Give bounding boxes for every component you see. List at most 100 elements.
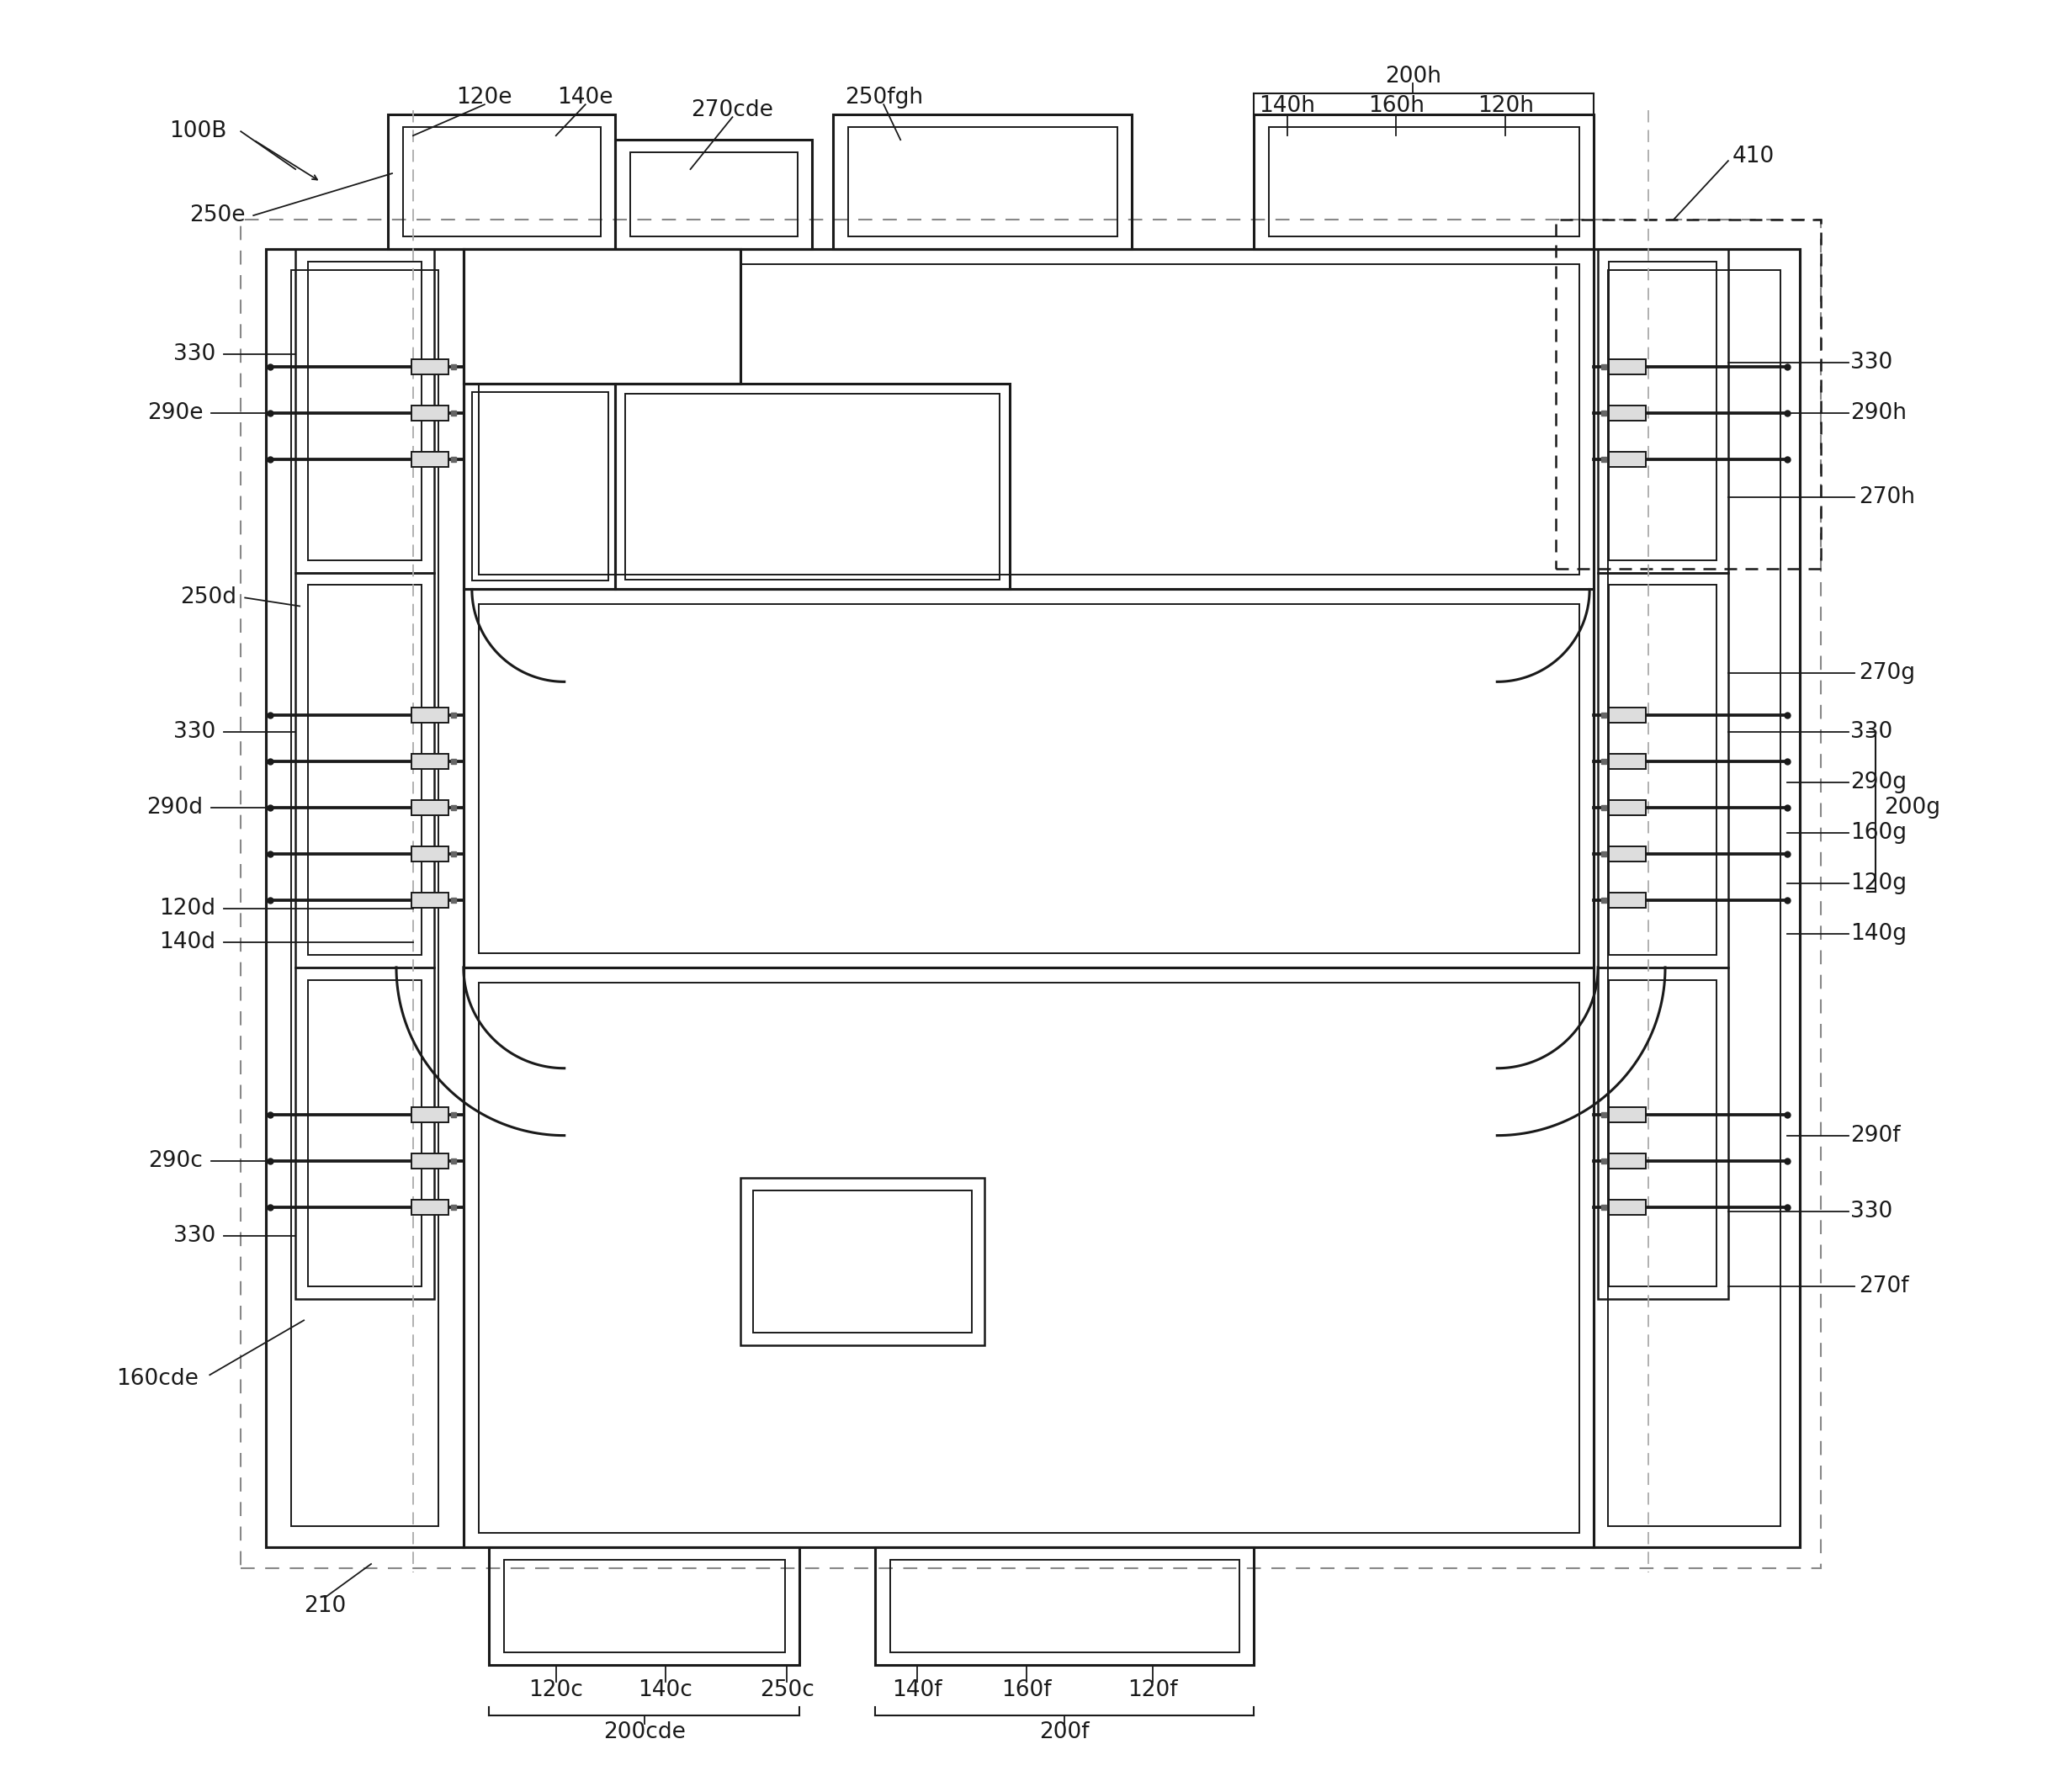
Text: 120g: 120g bbox=[1849, 873, 1907, 894]
Bar bbox=[411, 801, 448, 815]
Text: 290f: 290f bbox=[1849, 1125, 1901, 1147]
Bar bbox=[1598, 249, 1728, 572]
Bar bbox=[630, 152, 799, 237]
Bar bbox=[1608, 708, 1645, 722]
Text: 160f: 160f bbox=[1001, 1679, 1053, 1701]
Bar bbox=[1608, 980, 1717, 1287]
Bar bbox=[1608, 1199, 1645, 1215]
Text: 330: 330 bbox=[173, 720, 215, 744]
Text: 140h: 140h bbox=[1259, 95, 1315, 116]
Bar bbox=[464, 249, 741, 383]
Bar bbox=[411, 1199, 448, 1215]
Text: 290d: 290d bbox=[147, 797, 202, 819]
Bar bbox=[308, 586, 421, 955]
Bar bbox=[848, 127, 1117, 237]
Text: 330: 330 bbox=[1849, 720, 1893, 744]
Bar bbox=[464, 590, 1593, 968]
Bar bbox=[479, 982, 1579, 1532]
Bar bbox=[1269, 127, 1579, 237]
Bar bbox=[504, 1559, 786, 1652]
Text: 330: 330 bbox=[1849, 351, 1893, 373]
Text: 200g: 200g bbox=[1884, 797, 1940, 819]
Text: 330: 330 bbox=[1849, 1201, 1893, 1222]
Text: 100B: 100B bbox=[169, 120, 227, 142]
Text: 120e: 120e bbox=[456, 86, 512, 109]
Bar bbox=[295, 572, 433, 968]
Text: 290h: 290h bbox=[1849, 401, 1907, 425]
Bar bbox=[402, 127, 601, 237]
Text: 120c: 120c bbox=[528, 1679, 584, 1701]
Text: 160g: 160g bbox=[1849, 823, 1907, 844]
Text: 210: 210 bbox=[303, 1595, 347, 1616]
Bar bbox=[1608, 586, 1717, 955]
Bar bbox=[1608, 271, 1781, 1527]
Bar bbox=[479, 263, 1579, 575]
Bar bbox=[411, 1152, 448, 1168]
Text: 250d: 250d bbox=[180, 586, 237, 609]
Bar bbox=[625, 394, 999, 581]
Text: 270f: 270f bbox=[1858, 1276, 1909, 1297]
Bar bbox=[875, 1546, 1253, 1665]
Bar bbox=[295, 968, 433, 1299]
Text: 160cde: 160cde bbox=[116, 1367, 198, 1391]
Bar bbox=[1608, 358, 1645, 375]
Bar bbox=[411, 892, 448, 909]
Bar bbox=[308, 980, 421, 1287]
Bar bbox=[464, 383, 615, 590]
Bar bbox=[1608, 801, 1645, 815]
Bar bbox=[464, 968, 1593, 1546]
Bar bbox=[308, 262, 421, 559]
Bar bbox=[1608, 846, 1645, 862]
Bar bbox=[615, 140, 813, 249]
Text: 270h: 270h bbox=[1858, 486, 1915, 507]
Bar bbox=[1608, 892, 1645, 909]
Bar bbox=[741, 1177, 985, 1346]
Text: 140c: 140c bbox=[638, 1679, 694, 1701]
Text: 410: 410 bbox=[1732, 145, 1775, 167]
Bar bbox=[411, 358, 448, 375]
Bar bbox=[615, 383, 1009, 590]
Bar bbox=[473, 392, 609, 581]
Bar bbox=[1608, 1152, 1645, 1168]
Bar bbox=[411, 846, 448, 862]
Text: 120h: 120h bbox=[1478, 95, 1534, 116]
Text: 140f: 140f bbox=[892, 1679, 943, 1701]
Bar bbox=[1608, 452, 1645, 466]
Text: 330: 330 bbox=[173, 1226, 215, 1247]
Text: 140e: 140e bbox=[557, 86, 613, 109]
Bar bbox=[753, 1190, 972, 1333]
Text: 250e: 250e bbox=[190, 204, 246, 226]
Text: 270g: 270g bbox=[1858, 663, 1915, 685]
Text: 250c: 250c bbox=[760, 1679, 815, 1701]
Bar bbox=[266, 249, 1800, 1546]
Bar bbox=[1608, 262, 1717, 559]
Text: 200f: 200f bbox=[1040, 1720, 1090, 1744]
Bar bbox=[479, 604, 1579, 953]
Bar bbox=[464, 249, 741, 383]
Text: 120d: 120d bbox=[159, 898, 215, 919]
Bar bbox=[411, 708, 448, 722]
Text: 140g: 140g bbox=[1849, 923, 1907, 944]
Bar bbox=[295, 249, 433, 572]
Bar bbox=[411, 754, 448, 769]
Bar bbox=[1556, 220, 1820, 568]
Text: 290e: 290e bbox=[147, 401, 202, 425]
Text: 200cde: 200cde bbox=[603, 1720, 685, 1744]
Bar bbox=[411, 1107, 448, 1122]
Bar bbox=[834, 115, 1131, 249]
Bar bbox=[890, 1559, 1238, 1652]
Bar bbox=[291, 271, 438, 1527]
Bar bbox=[241, 220, 1820, 1568]
Bar bbox=[464, 249, 1593, 590]
Bar bbox=[1608, 405, 1645, 421]
Text: 160h: 160h bbox=[1368, 95, 1424, 116]
Text: 270cde: 270cde bbox=[691, 100, 774, 122]
Text: 200h: 200h bbox=[1385, 66, 1441, 88]
Bar bbox=[1593, 249, 1800, 1546]
Text: 330: 330 bbox=[173, 342, 215, 366]
Text: 250fgh: 250fgh bbox=[844, 86, 923, 109]
Text: 120f: 120f bbox=[1127, 1679, 1179, 1701]
Bar bbox=[1598, 572, 1728, 968]
Bar bbox=[1608, 1107, 1645, 1122]
Text: 140d: 140d bbox=[159, 932, 215, 953]
